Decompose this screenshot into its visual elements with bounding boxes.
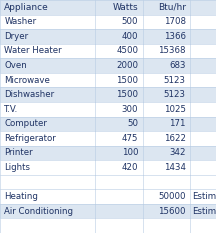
Text: Heating: Heating: [4, 192, 38, 201]
Text: Printer: Printer: [4, 148, 33, 158]
Text: Watts: Watts: [113, 3, 138, 12]
Text: 1366: 1366: [164, 32, 186, 41]
Bar: [0, 219, 216, 233]
Text: 1500: 1500: [116, 75, 138, 85]
Text: Estimate: Estimate: [192, 207, 216, 216]
Text: Lights: Lights: [4, 163, 30, 172]
Bar: [0, 175, 216, 189]
Text: 475: 475: [122, 134, 138, 143]
Bar: [0, 44, 216, 58]
Text: Btu/hr: Btu/hr: [158, 3, 186, 12]
Text: 4500: 4500: [116, 46, 138, 55]
Bar: [0, 189, 216, 204]
Text: Estimate: Estimate: [192, 192, 216, 201]
Text: 1025: 1025: [164, 105, 186, 114]
Text: 500: 500: [122, 17, 138, 26]
Bar: [0, 29, 216, 44]
Text: 15600: 15600: [158, 207, 186, 216]
Text: 300: 300: [122, 105, 138, 114]
Bar: [0, 204, 216, 219]
Bar: [0, 116, 216, 131]
Text: Refrigerator: Refrigerator: [4, 134, 56, 143]
Bar: [0, 102, 216, 116]
Text: 2000: 2000: [116, 61, 138, 70]
Text: 100: 100: [122, 148, 138, 158]
Text: 171: 171: [169, 119, 186, 128]
Text: 1434: 1434: [164, 163, 186, 172]
Text: 50000: 50000: [158, 192, 186, 201]
Bar: [0, 160, 216, 175]
Text: Dishwasher: Dishwasher: [4, 90, 54, 99]
Text: T.V.: T.V.: [4, 105, 19, 114]
Text: Water Heater: Water Heater: [4, 46, 62, 55]
Text: Computer: Computer: [4, 119, 47, 128]
Text: Appliance: Appliance: [4, 3, 49, 12]
Bar: [0, 87, 216, 102]
Text: 400: 400: [122, 32, 138, 41]
Text: 683: 683: [169, 61, 186, 70]
Text: 1622: 1622: [164, 134, 186, 143]
Bar: [0, 0, 216, 14]
Text: 50: 50: [127, 119, 138, 128]
Text: Oven: Oven: [4, 61, 27, 70]
Bar: [0, 131, 216, 146]
Bar: [0, 58, 216, 73]
Text: 15368: 15368: [158, 46, 186, 55]
Text: 5123: 5123: [164, 90, 186, 99]
Text: 342: 342: [169, 148, 186, 158]
Text: 5123: 5123: [164, 75, 186, 85]
Bar: [0, 146, 216, 160]
Text: Washer: Washer: [4, 17, 37, 26]
Text: Microwave: Microwave: [4, 75, 50, 85]
Text: 420: 420: [122, 163, 138, 172]
Text: 1500: 1500: [116, 90, 138, 99]
Bar: [0, 73, 216, 87]
Text: 1708: 1708: [164, 17, 186, 26]
Text: Air Conditioning: Air Conditioning: [4, 207, 73, 216]
Bar: [0, 14, 216, 29]
Text: Dryer: Dryer: [4, 32, 29, 41]
